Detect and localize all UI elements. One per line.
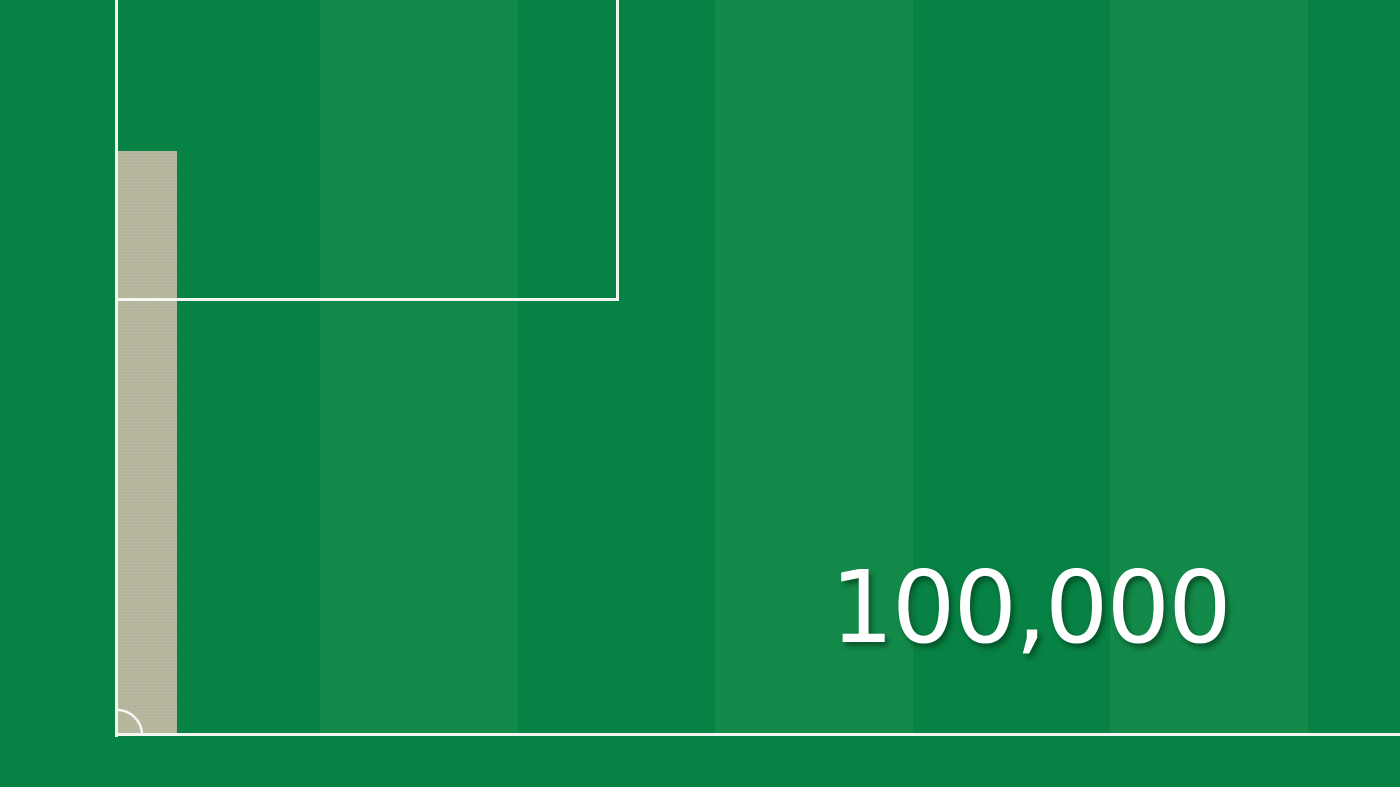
penalty-box-side-line bbox=[616, 0, 619, 301]
touchline bbox=[115, 0, 118, 737]
penalty-box-bottom-line bbox=[115, 298, 619, 301]
grass-stripe bbox=[715, 0, 913, 735]
grass-stripe bbox=[913, 0, 1110, 735]
goal-line bbox=[115, 733, 1400, 736]
corner-arc bbox=[116, 708, 144, 736]
pitch-surround bbox=[0, 736, 1400, 787]
grass-stripe bbox=[1110, 0, 1308, 735]
count-label: 100,000 bbox=[830, 549, 1232, 666]
grass-stripe bbox=[320, 0, 518, 735]
progress-bar bbox=[118, 151, 177, 735]
pitch-surround bbox=[0, 0, 116, 787]
grass-stripe bbox=[1308, 0, 1400, 735]
